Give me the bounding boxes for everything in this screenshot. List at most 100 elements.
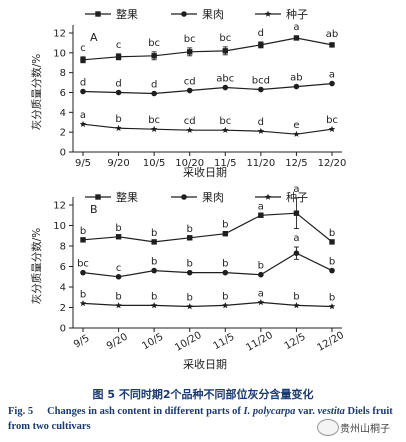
panel-2-significance-label: b xyxy=(222,291,228,302)
panel-1-series-line-2 xyxy=(82,83,333,95)
wechat-icon xyxy=(317,419,339,436)
panel-1-data-point-2 xyxy=(222,84,229,91)
wechat-watermark: 贵州山桐子 xyxy=(317,416,403,438)
panel-2-data-point-2 xyxy=(222,269,229,276)
panel-1-data-point-3 xyxy=(186,126,193,133)
panel-1-legend-label-3: 种子 xyxy=(286,7,308,21)
panel-1-y-tick-label: 4 xyxy=(60,108,66,119)
panel-2-data-point-3 xyxy=(293,302,300,309)
panel-2-panel-label: B xyxy=(90,203,98,216)
panel-1-significance-label: bc xyxy=(148,115,160,126)
panel-2-legend-marker-3 xyxy=(264,193,272,200)
panel-1-data-point-1 xyxy=(187,49,193,55)
panel-2-data-point-1 xyxy=(115,234,122,240)
panel-2-x-tick-label: 12/5 xyxy=(283,331,308,352)
caption-species: I. polycarpa xyxy=(243,406,296,417)
panel-2-significance-label: b xyxy=(151,257,157,268)
panel-1-significance-label: c xyxy=(80,43,86,54)
panel-2-legend-marker-1 xyxy=(95,194,101,200)
panel-1-significance-label: bc xyxy=(326,115,338,126)
panel-1-x-tick-label: 12/5 xyxy=(285,158,307,169)
panel-1-data-point-1 xyxy=(222,48,228,54)
panel-2-x-tick-label: 9/5 xyxy=(72,333,91,351)
panel-1-data-point-3 xyxy=(115,124,122,131)
panel-1-significance-label: a xyxy=(293,22,299,33)
panel-2-y-tick-label: 8 xyxy=(60,242,66,253)
panel-1-data-point-2 xyxy=(186,87,193,94)
panel-2-significance-label: a xyxy=(258,201,264,212)
panel-1-significance-label: bc xyxy=(148,38,160,49)
panel-1-significance-label: c xyxy=(116,40,122,51)
caption-text-part-2: var. xyxy=(295,406,318,417)
panel-2-x-tick-label: 9/20 xyxy=(105,331,130,352)
panel-2-data-point-1 xyxy=(151,239,157,245)
panel-1-data-point-2 xyxy=(329,80,335,87)
panel-1-data-point-1 xyxy=(329,42,335,48)
panel-2-data-point-1 xyxy=(222,231,228,237)
panel-1-data-point-3 xyxy=(257,127,265,134)
figure-caption-english: Fig. 5 Changes in ash content in differen… xyxy=(8,404,402,434)
panel-1-data-point-1 xyxy=(293,35,300,41)
figure-caption-chinese: 图 5 不同时期2个品种不同部位灰分含量变化 xyxy=(92,388,314,401)
panel-2-x-tick-label: 11/5 xyxy=(212,331,237,352)
panel-2-y-tick-label: 10 xyxy=(53,221,66,232)
panel-1-data-point-2 xyxy=(151,90,157,97)
panel-1-series-line-1 xyxy=(82,37,333,61)
panel-1-significance-label: e xyxy=(293,120,299,131)
panel-2-significance-label: b xyxy=(187,292,193,303)
panel-2-y-tick-label: 2 xyxy=(60,303,66,314)
panel-1-data-point-3 xyxy=(293,130,300,137)
panel-1-y-tick-label: 12 xyxy=(53,29,66,40)
panel-2-x-tick-label: 11/20 xyxy=(244,330,274,354)
panel-1-significance-label: cd xyxy=(184,77,196,88)
panel-2-significance-label: b xyxy=(187,259,193,270)
panel-2-significance-label: b xyxy=(293,291,299,302)
panel-2-significance-label: b xyxy=(151,291,157,302)
panel-1-x-axis-title: 采收日期 xyxy=(183,165,227,179)
panel-2-data-point-3 xyxy=(222,302,229,309)
panel-2-significance-label: b xyxy=(115,223,121,234)
panel-1-significance-label: b xyxy=(115,114,121,125)
panel-2-legend-marker-2 xyxy=(181,194,187,200)
panel-2-data-point-2 xyxy=(186,269,193,276)
panel-1-legend-label-1: 整果 xyxy=(116,7,138,21)
panel-2-y-axis-title: 灰分质量分数/% xyxy=(30,228,43,305)
panel-2-data-point-2 xyxy=(151,267,157,274)
panel-2-significance-label: b xyxy=(187,224,193,235)
panel-2-y-tick-label: 0 xyxy=(60,324,66,335)
panel-2-significance-label: b xyxy=(151,228,157,239)
panel-1-panel-label: A xyxy=(90,31,98,44)
panel-2-data-point-1 xyxy=(187,235,193,241)
panel-2-y-tick-label: 6 xyxy=(60,262,66,273)
panel-2-significance-label: b xyxy=(329,292,335,303)
panel-2-legend-label-3: 种子 xyxy=(286,190,308,204)
panel-1-y-tick-label: 10 xyxy=(53,48,66,59)
panel-2-significance-label: b xyxy=(115,291,121,302)
caption-text-part-3: Diels fruit from two cultivars xyxy=(8,406,393,432)
panel-1-significance-label: cd xyxy=(184,116,196,127)
panel-1-y-tick-label: 6 xyxy=(60,88,66,99)
panel-1-significance-label: bc xyxy=(184,34,196,45)
panel-1-significance-label: bc xyxy=(219,116,231,127)
panel-1-significance-label: d xyxy=(151,79,157,90)
panel-2-significance-label: b xyxy=(258,261,264,272)
panel-2-legend-label-2: 果肉 xyxy=(202,191,224,204)
panel-2-data-point-3 xyxy=(328,303,336,310)
panel-1-significance-label: d xyxy=(80,78,86,89)
panel-1-y-tick-label: 0 xyxy=(60,148,66,159)
panel-1-significance-label: bc xyxy=(219,33,231,44)
panel-2-x-tick-label: 12/20 xyxy=(316,330,346,354)
panel-1-series-line-3 xyxy=(82,123,333,135)
caption-text-part-1: Changes in ash content in different part… xyxy=(47,406,244,417)
panel-2-legend-label-1: 整果 xyxy=(116,190,138,204)
panel-2-data-point-1 xyxy=(293,210,300,216)
panel-1-significance-label: d xyxy=(115,79,121,90)
panel-1-significance-label: a xyxy=(80,110,86,121)
panel-2-data-point-2 xyxy=(329,267,335,274)
panel-2-series-line-3 xyxy=(82,301,333,308)
panel-2-significance-label: a xyxy=(293,233,299,244)
figure-number: Fig. 5 xyxy=(8,406,34,417)
panel-2-data-point-2 xyxy=(115,273,122,280)
panel-2-data-point-1 xyxy=(329,239,335,245)
panel-2-series-line-1 xyxy=(82,212,333,243)
